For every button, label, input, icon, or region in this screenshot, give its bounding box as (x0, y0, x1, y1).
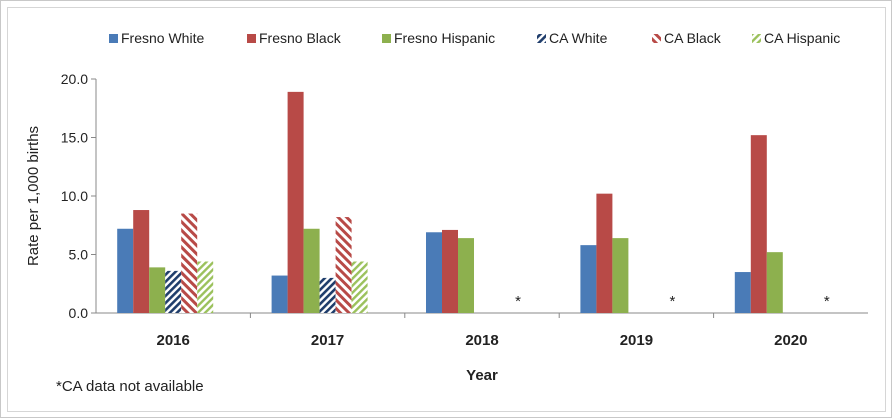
legend: Fresno White Fresno Black Fresno Hispanic C… (109, 30, 840, 46)
x-tick-label-2019: 2019 (620, 332, 653, 349)
missing-data-marker-2020: * (824, 293, 830, 310)
x-tick-label-2020: 2020 (774, 332, 807, 349)
chart-area (7, 7, 886, 412)
bar-fresno-hispanic-2018 (458, 238, 474, 313)
y-tick-label: 5.0 (69, 247, 89, 263)
bar-fresno-white-2016 (117, 228, 134, 313)
legend-swatch-ca-hispanic (752, 34, 761, 43)
bar-ca-black-2017 (335, 217, 352, 313)
bar-ca-white-2017 (319, 277, 336, 313)
bar-ca-black-2016 (181, 213, 198, 313)
bar-fresno-black-2017 (287, 91, 304, 314)
bar-fresno-white-2020 (734, 272, 751, 313)
x-tick-label-2018: 2018 (465, 332, 498, 349)
labels: 2016 2017 2018 * 2019 * 2020 * Year *CA data not … (56, 293, 830, 395)
axes: 0.0 5.0 10.0 15.0 20.0 Rate per 1,000 births (25, 71, 868, 321)
bar-fresno-hispanic-2019 (612, 238, 629, 313)
legend-label-ca-black: CA Black (664, 30, 722, 46)
bar-ca-hispanic-2017 (351, 261, 368, 313)
y-tick-label: 15.0 (61, 130, 88, 146)
bar-fresno-black-2019 (596, 193, 613, 313)
legend-swatch-fresno-hispanic (382, 34, 391, 43)
legend-swatch-ca-white (537, 34, 546, 43)
x-tick-label-2016: 2016 (157, 332, 190, 349)
legend-swatch-ca-black (652, 34, 661, 43)
bar-fresno-black-2020 (750, 135, 767, 313)
y-axis-title: Rate per 1,000 births (25, 126, 42, 266)
x-axis-title: Year (466, 367, 498, 384)
missing-data-marker-2019: * (669, 293, 675, 310)
bars (117, 91, 783, 314)
bar-fresno-white-2017 (271, 275, 288, 313)
bar-fresno-hispanic-2020 (766, 252, 783, 313)
legend-label-fresno-black: Fresno Black (259, 30, 342, 46)
missing-data-marker-2018: * (515, 293, 521, 310)
y-tick-label: 0.0 (69, 305, 89, 321)
bar-ca-white-2016 (165, 270, 182, 313)
legend-label-ca-hispanic: CA Hispanic (764, 30, 840, 46)
legend-swatch-fresno-black (247, 34, 256, 43)
bar-fresno-hispanic-2016 (149, 267, 166, 313)
legend-label-fresno-white: Fresno White (121, 30, 204, 46)
x-tick-label-2017: 2017 (311, 332, 344, 349)
legend-label-ca-white: CA White (549, 30, 608, 46)
y-tick-label: 20.0 (61, 71, 88, 87)
footnote: *CA data not available (56, 378, 204, 395)
bar-fresno-hispanic-2017 (303, 228, 320, 313)
bar-fresno-white-2018 (426, 232, 442, 313)
bar-fresno-white-2019 (580, 245, 597, 313)
y-tick-label: 10.0 (61, 188, 88, 204)
bar-fresno-black-2018 (442, 229, 458, 313)
legend-swatch-fresno-white (109, 34, 118, 43)
bar-ca-hispanic-2016 (197, 261, 214, 313)
bar-fresno-black-2016 (133, 210, 150, 313)
legend-label-fresno-hispanic: Fresno Hispanic (394, 30, 495, 46)
